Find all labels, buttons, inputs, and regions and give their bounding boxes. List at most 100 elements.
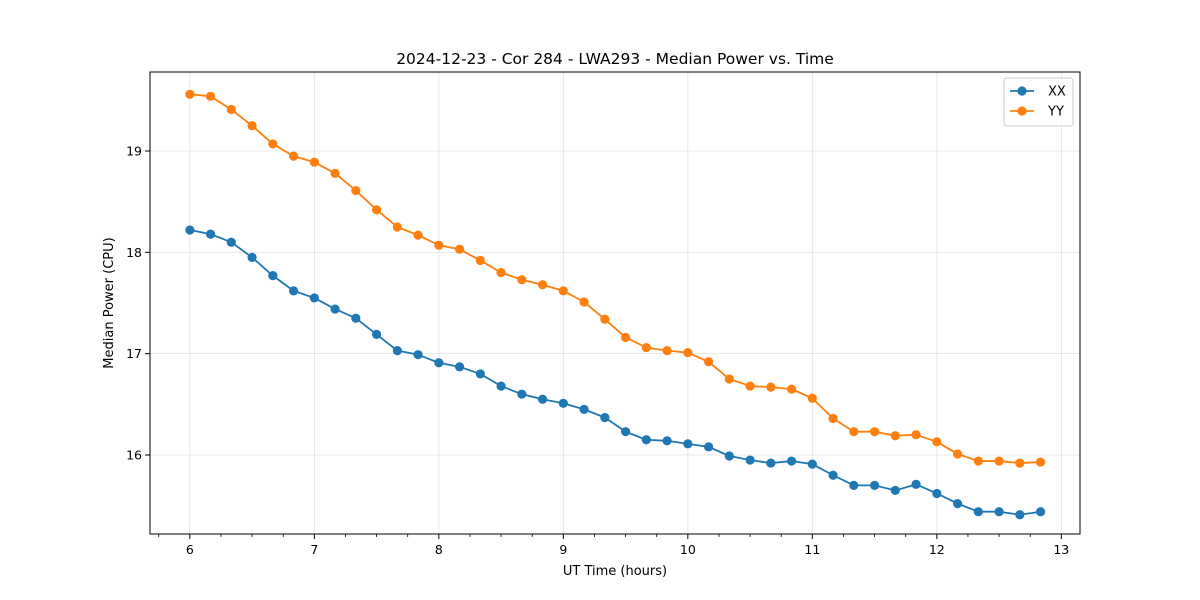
- data-point-yy: [392, 222, 402, 232]
- grid: [150, 72, 1080, 534]
- x-tick-label: 9: [559, 542, 567, 557]
- data-point-xx: [973, 507, 983, 517]
- data-point-xx: [496, 381, 506, 391]
- data-point-xx: [247, 252, 257, 263]
- data-point-yy: [309, 157, 319, 167]
- data-point-yy: [849, 427, 859, 437]
- x-tick-label: 8: [435, 542, 443, 557]
- data-point-xx: [1035, 507, 1046, 517]
- y-tick-label: 17: [126, 346, 142, 361]
- data-point-xx: [537, 394, 548, 404]
- data-point-yy: [994, 456, 1004, 466]
- data-point-xx: [766, 458, 776, 468]
- x-tick-label: 7: [310, 542, 318, 557]
- data-point-yy: [932, 437, 942, 447]
- data-point-xx: [434, 358, 444, 368]
- data-point-xx: [683, 439, 693, 449]
- y-tick-label: 16: [126, 447, 142, 462]
- data-point-yy: [413, 230, 423, 240]
- data-point-yy: [1035, 457, 1046, 467]
- data-point-xx: [226, 237, 236, 247]
- data-point-xx: [745, 455, 755, 465]
- data-point-yy: [869, 427, 880, 437]
- data-point-xx: [454, 362, 465, 372]
- data-point-xx: [309, 293, 319, 303]
- data-point-xx: [268, 271, 278, 281]
- data-point-yy: [786, 384, 797, 394]
- data-point-xx: [662, 436, 672, 446]
- data-point-xx: [558, 398, 568, 408]
- data-point-xx: [828, 470, 838, 480]
- data-point-yy: [766, 382, 776, 392]
- data-point-yy: [641, 342, 651, 353]
- data-point-xx: [185, 225, 195, 235]
- data-point-xx: [786, 456, 797, 466]
- data-point-yy: [475, 255, 485, 266]
- x-tick-label: 11: [804, 542, 820, 557]
- data-point-xx: [911, 479, 921, 489]
- data-point-yy: [247, 121, 257, 131]
- data-point-xx: [869, 480, 880, 490]
- axis-ticks: 6 7 8 9 10 11 12 13 16 17 18 19: [126, 144, 1069, 557]
- data-point-yy: [288, 151, 299, 161]
- legend-label-yy: YY: [1047, 105, 1064, 120]
- data-point-yy: [683, 348, 693, 358]
- data-point-yy: [620, 332, 631, 343]
- data-point-xx: [890, 485, 900, 496]
- plot-frame: [149, 71, 1081, 535]
- data-point-yy: [537, 280, 548, 290]
- x-tick-label: 6: [186, 542, 194, 557]
- x-tick-label: 10: [680, 542, 696, 557]
- x-tick-label: 12: [929, 542, 945, 557]
- data-point-xx: [413, 350, 423, 360]
- y-axis-label: Median Power (CPU): [102, 237, 117, 368]
- data-point-yy: [724, 374, 734, 384]
- y-tick-label: 19: [126, 144, 142, 159]
- x-axis-label: UT Time (hours): [563, 564, 667, 579]
- data-point-yy: [226, 104, 236, 115]
- data-point-xx: [1015, 510, 1025, 520]
- data-point-xx: [807, 459, 817, 469]
- chart-title: 2024-12-23 - Cor 284 - LWA293 - Median P…: [396, 50, 834, 68]
- data-point-yy: [911, 430, 921, 440]
- series-yy: [185, 89, 1046, 468]
- data-point-xx: [994, 507, 1004, 517]
- legend-marker-yy: [1017, 106, 1027, 116]
- data-point-yy: [454, 244, 465, 254]
- data-point-xx: [288, 286, 299, 296]
- series-xx: [185, 225, 1046, 520]
- data-point-yy: [268, 139, 278, 149]
- data-point-xx: [849, 480, 859, 490]
- data-point-yy: [205, 91, 216, 101]
- series-layer: [185, 89, 1046, 520]
- data-point-xx: [475, 369, 485, 379]
- data-point-yy: [558, 286, 568, 296]
- y-tick-label: 18: [126, 245, 142, 260]
- data-point-yy: [807, 393, 817, 403]
- data-point-xx: [517, 389, 527, 399]
- data-point-yy: [828, 413, 838, 424]
- data-point-xx: [579, 404, 589, 414]
- data-point-yy: [185, 89, 195, 99]
- data-point-yy: [703, 357, 714, 367]
- data-point-yy: [351, 185, 361, 196]
- data-point-yy: [496, 268, 506, 278]
- data-point-xx: [952, 499, 963, 509]
- legend-item-yy: YY: [1010, 105, 1064, 120]
- data-point-xx: [703, 442, 714, 452]
- legend-marker-xx: [1017, 86, 1027, 96]
- data-point-xx: [620, 427, 631, 437]
- data-point-xx: [641, 435, 651, 445]
- data-point-yy: [890, 431, 900, 441]
- data-point-xx: [330, 304, 340, 314]
- x-tick-label: 13: [1053, 542, 1069, 557]
- data-point-xx: [932, 488, 942, 499]
- data-point-yy: [1015, 458, 1025, 468]
- data-point-yy: [330, 168, 340, 178]
- data-point-yy: [579, 297, 589, 307]
- data-point-xx: [351, 313, 361, 323]
- data-point-xx: [205, 229, 216, 239]
- data-point-yy: [745, 381, 755, 391]
